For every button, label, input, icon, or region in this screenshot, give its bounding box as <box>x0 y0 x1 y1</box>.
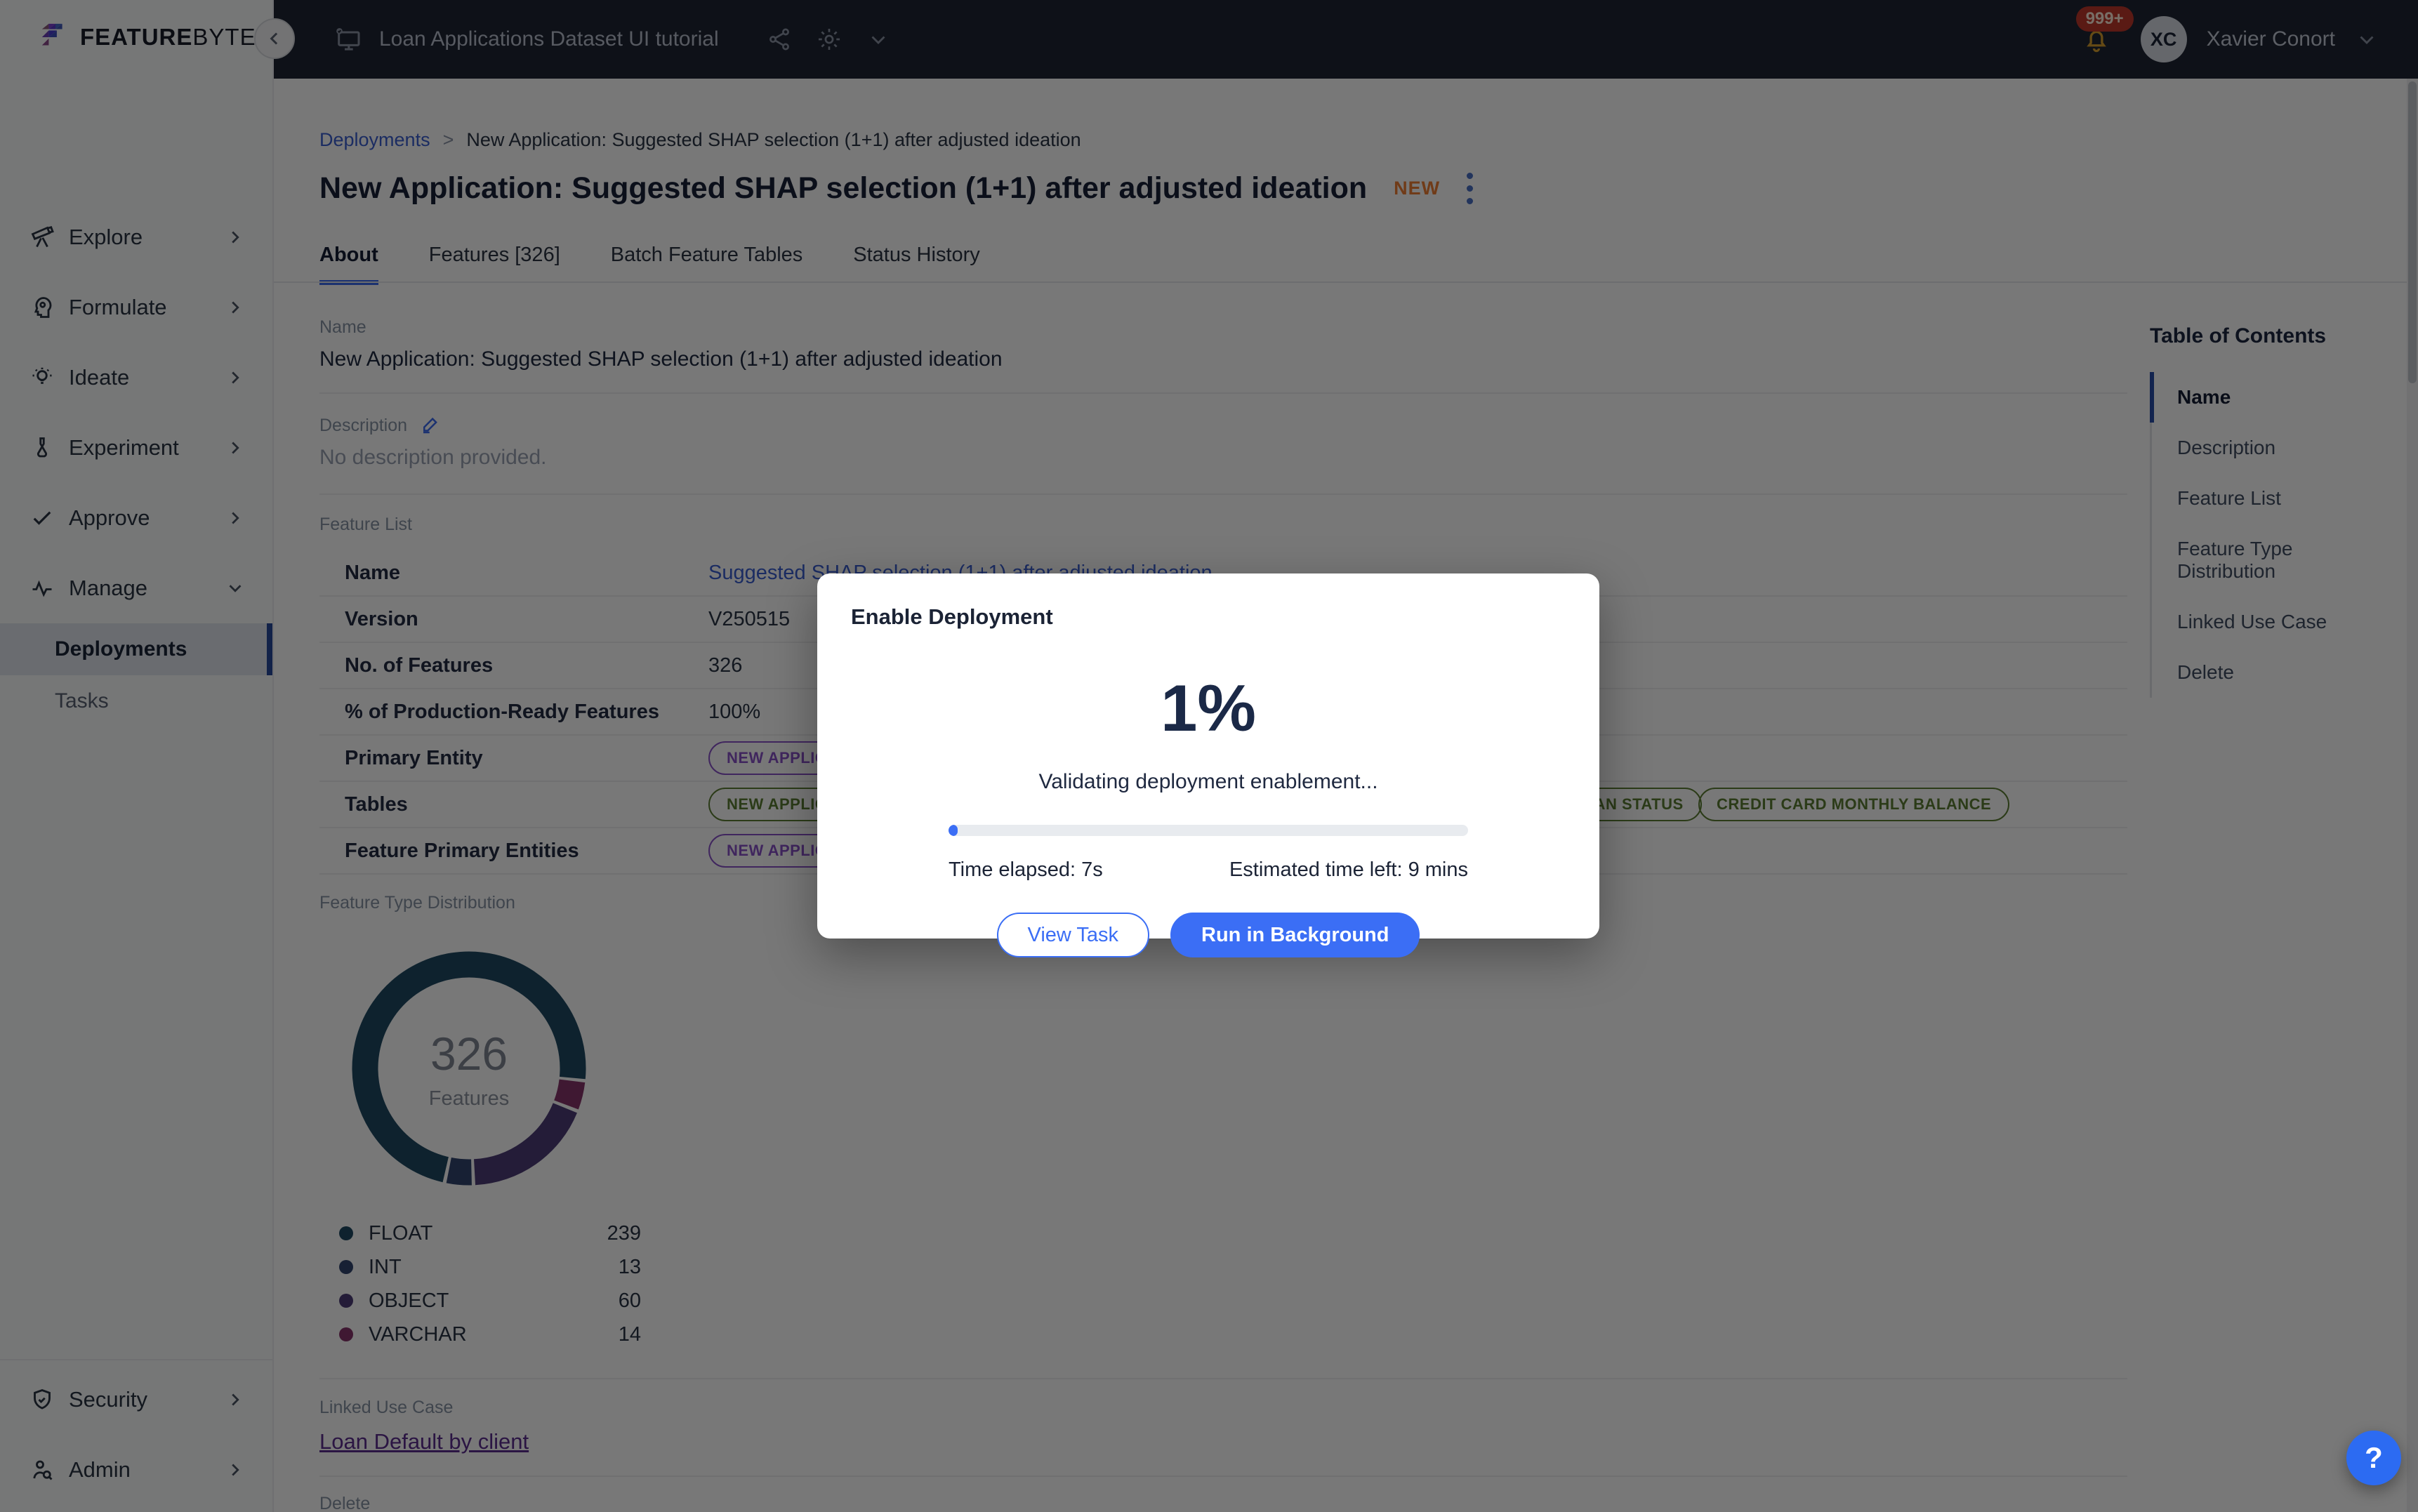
progress-bar <box>949 825 1468 836</box>
progress-percentage: 1% <box>1161 671 1256 745</box>
help-button[interactable]: ? <box>2346 1431 2401 1485</box>
progress-times: Time elapsed: 7s Estimated time left: 9 … <box>949 858 1468 882</box>
time-left: Estimated time left: 9 mins <box>1229 858 1468 881</box>
view-task-button[interactable]: View Task <box>996 913 1150 957</box>
modal-title: Enable Deployment <box>851 604 1053 629</box>
progress-status-text: Validating deployment enablement... <box>1038 770 1378 793</box>
time-elapsed: Time elapsed: 7s <box>949 858 1103 881</box>
run-in-background-button[interactable]: Run in Background <box>1170 913 1420 957</box>
modal-buttons: View Task Run in Background <box>851 913 1566 957</box>
enable-deployment-modal: Enable Deployment 1% Validating deployme… <box>817 573 1599 957</box>
progress-bar-fill <box>949 825 958 836</box>
